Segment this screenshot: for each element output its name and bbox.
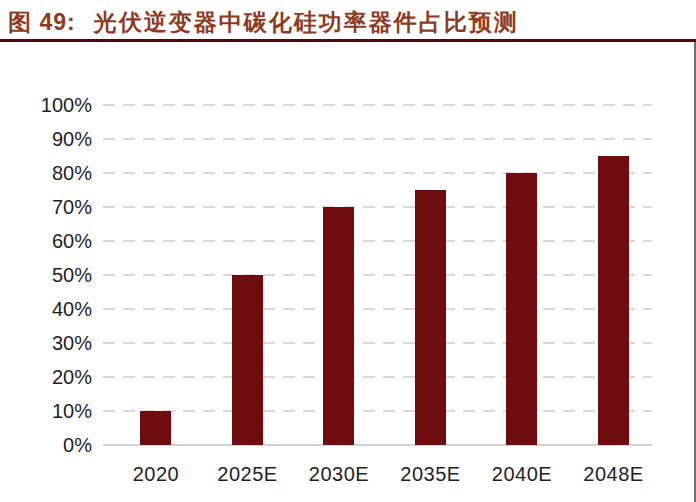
y-tick-label-50: 50% [0, 265, 92, 285]
gridline-100 [103, 104, 652, 106]
gridline-90 [103, 138, 652, 140]
x-tick-label-2048E: 2048E [568, 463, 660, 486]
y-tick-label-0: 0% [0, 435, 92, 455]
y-tick-label-20: 20% [0, 367, 92, 387]
gridline-70 [103, 206, 652, 208]
x-tick-label-2035E: 2035E [385, 463, 477, 486]
x-tick-label-2020: 2020 [110, 463, 202, 486]
bar-2035E [415, 190, 446, 445]
y-tick-label-60: 60% [0, 231, 92, 251]
gridline-50 [103, 274, 652, 276]
figure-page: 图 49: 光伏逆变器中碳化硅功率器件占比预测 100% 90% 80% 70% 60%… [0, 0, 696, 502]
y-tick-label-100: 100% [0, 95, 92, 115]
gridline-60 [103, 240, 652, 242]
x-axis-line [103, 444, 652, 446]
y-tick-label-10: 10% [0, 401, 92, 421]
bar-2030E [323, 207, 354, 445]
gridline-40 [103, 308, 652, 310]
bar-chart: 100% 90% 80% 70% 60% 50% 40% 30% 20% 10% 0% 2020202… [0, 42, 696, 502]
gridline-80 [103, 172, 652, 174]
gridline-10 [103, 410, 652, 412]
y-tick-label-90: 90% [0, 129, 92, 149]
y-tick-label-40: 40% [0, 299, 92, 319]
plot-area [103, 105, 652, 445]
y-tick-label-70: 70% [0, 197, 92, 217]
bar-2040E [506, 173, 537, 445]
x-tick-label-2040E: 2040E [476, 463, 568, 486]
figure-header: 图 49: 光伏逆变器中碳化硅功率器件占比预测 [8, 5, 696, 39]
gridline-30 [103, 342, 652, 344]
bar-2025E [232, 275, 263, 445]
gridline-20 [103, 376, 652, 378]
x-tick-label-2030E: 2030E [293, 463, 385, 486]
bar-2020 [140, 411, 171, 445]
figure-title: 光伏逆变器中碳化硅功率器件占比预测 [94, 7, 519, 38]
bar-2048E [598, 156, 629, 445]
y-tick-label-30: 30% [0, 333, 92, 353]
y-tick-label-80: 80% [0, 163, 92, 183]
x-tick-label-2025E: 2025E [202, 463, 294, 486]
figure-number-label: 图 49: [8, 7, 76, 38]
